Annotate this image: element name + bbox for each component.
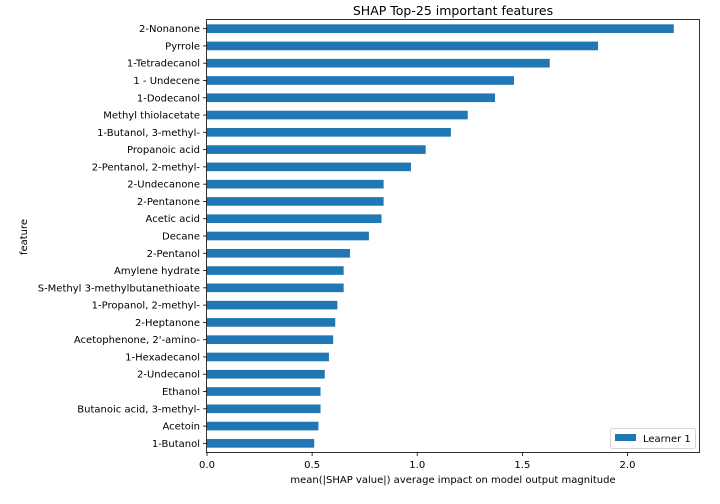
y-tick-label: Ethanol xyxy=(162,387,200,398)
y-tick-label: 1-Butanol xyxy=(152,439,200,450)
chart-title: SHAP Top-25 important features xyxy=(353,3,553,18)
y-tick-label: 1-Tetradecanol xyxy=(127,59,200,70)
bar xyxy=(207,248,350,258)
y-tick-label: 2-Undecanol xyxy=(137,370,200,381)
y-tick-label: 1-Propanol, 2-methyl- xyxy=(92,301,201,312)
x-tick-label: 0.5 xyxy=(304,460,320,471)
bar xyxy=(207,439,315,448)
bar xyxy=(207,179,384,189)
x-ticks: 0.0 0.5 1.0 1.5 2.0 xyxy=(199,452,635,471)
y-tick-label: 1-Hexadecanol xyxy=(125,352,200,363)
y-tick-label: Methyl thiolacetate xyxy=(103,111,200,122)
y-tick-label: 2-Heptanone xyxy=(135,318,200,329)
y-tick-label: 1-Butanol, 3-methyl- xyxy=(97,128,200,139)
legend-swatch xyxy=(615,434,636,441)
x-tick-label: 1.5 xyxy=(514,460,530,471)
plot-frame xyxy=(206,19,700,453)
y-tick-label: Butanoic acid, 3-methyl- xyxy=(77,404,200,415)
y-tick-label: 1-Dodecanol xyxy=(137,93,200,104)
y-tick-label: S-Methyl 3-methylbutanethioate xyxy=(38,283,200,294)
bar xyxy=(207,318,336,327)
y-tick-label: 2-Pentanone xyxy=(137,197,200,208)
bar xyxy=(207,24,674,33)
bar xyxy=(207,369,325,379)
x-tick-label: 0.0 xyxy=(199,460,215,471)
legend: Learner 1 xyxy=(610,428,696,449)
bar xyxy=(207,266,344,275)
bar xyxy=(207,58,550,68)
bar xyxy=(207,300,338,310)
y-tick-label: 2-Pentanol xyxy=(147,249,200,260)
bars-group xyxy=(207,24,674,448)
y-tick-label: 1 - Undecene xyxy=(133,76,200,87)
y-tick-label: 2-Pentanol, 2-methyl- xyxy=(92,162,201,173)
y-tick-label: Acetic acid xyxy=(146,214,200,225)
bar xyxy=(207,197,384,206)
legend-label: Learner 1 xyxy=(643,434,691,445)
bar xyxy=(207,162,411,172)
bar xyxy=(207,404,321,414)
bar xyxy=(207,110,468,120)
bar xyxy=(207,352,329,362)
y-tick-label: Pyrrole xyxy=(165,41,200,52)
y-tick-label: 2-Nonanone xyxy=(139,24,200,35)
y-tick-label: Propanoic acid xyxy=(127,145,200,156)
bar xyxy=(207,214,382,224)
legend-box xyxy=(610,428,696,449)
bar xyxy=(207,421,319,431)
bar xyxy=(207,128,451,137)
bar xyxy=(207,41,599,51)
bar xyxy=(207,387,321,396)
y-axis-label: feature xyxy=(19,219,30,255)
bar xyxy=(207,93,496,103)
x-tick-label: 2.0 xyxy=(620,460,636,471)
y-tick-label: Acetoin xyxy=(163,422,200,433)
bar xyxy=(207,283,344,293)
y-tick-label: 2-Undecanone xyxy=(127,180,200,191)
y-tick-label: Amylene hydrate xyxy=(114,266,200,277)
bar xyxy=(207,145,426,154)
bar xyxy=(207,231,369,241)
bar xyxy=(207,335,334,344)
x-tick-label: 1.0 xyxy=(409,460,425,471)
y-tick-labels: 2-Nonanone Pyrrole 1-Tetradecanol 1 - Undec… xyxy=(38,24,207,450)
x-axis-label: mean(|SHAP value|) average impact on mod… xyxy=(290,475,615,486)
y-tick-label: Acetophenone, 2'-amino- xyxy=(74,335,201,346)
y-tick-label: Decane xyxy=(162,232,200,243)
bar xyxy=(207,76,514,85)
